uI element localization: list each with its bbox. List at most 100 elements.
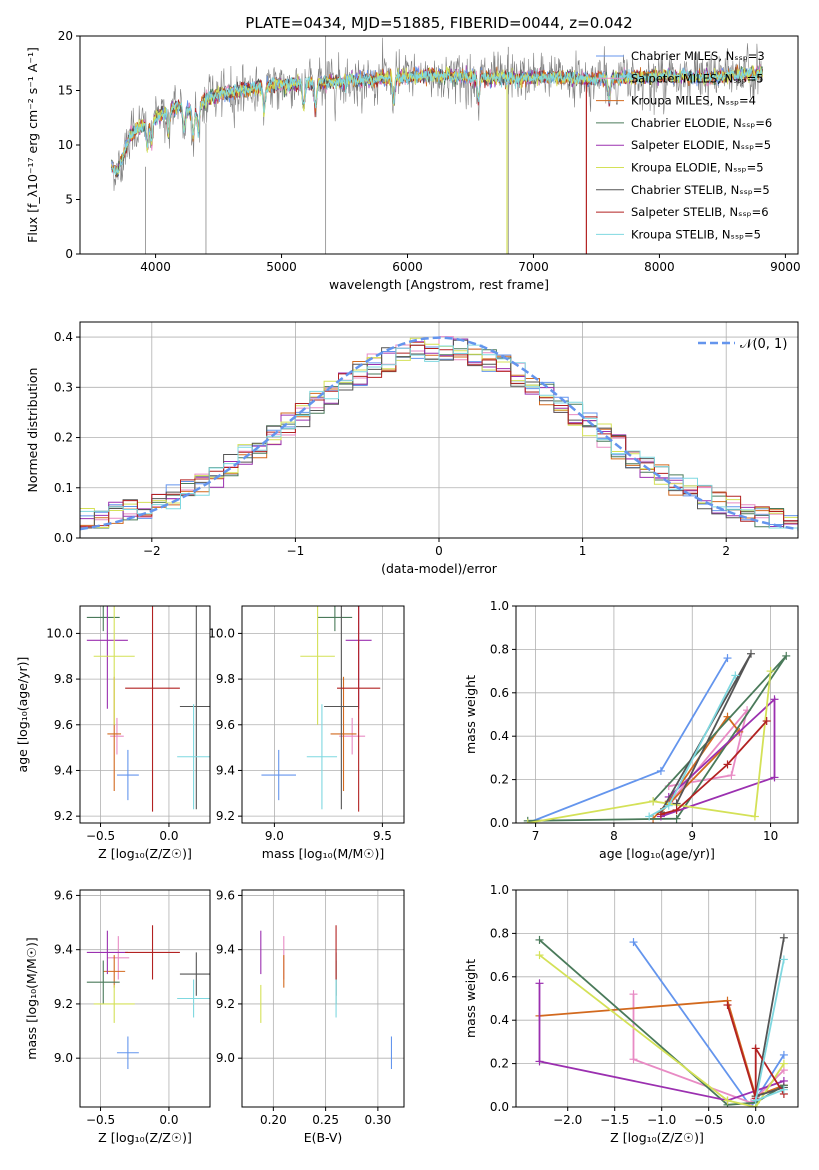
weight-line-4 — [527, 655, 788, 822]
legend-label: 𝒩(0, 1) — [740, 337, 787, 352]
weight-line-6 — [538, 954, 785, 1107]
x-tick-label: 2 — [722, 544, 730, 558]
legend: 𝒩(0, 1) — [698, 337, 787, 352]
y-tick-label: 0.3 — [54, 380, 73, 394]
x-tick-label: 9 — [688, 829, 696, 843]
x-tick-label: −0.5 — [86, 829, 115, 843]
weight-line-6 — [527, 671, 772, 823]
y-tick-label: 9.8 — [216, 672, 235, 686]
chart-title: PLATE=0434, MJD=51885, FIBERID=0044, z=0… — [245, 14, 632, 32]
x-tick-label: −1.0 — [647, 1113, 676, 1127]
x-tick-label: 6000 — [392, 260, 423, 274]
grid — [516, 605, 798, 824]
y-tick-label: 9.4 — [54, 763, 73, 777]
plot-area — [523, 649, 791, 823]
x-tick-label: 7000 — [518, 260, 549, 274]
panel-2: −2 −1 0 1 2 0.0 0.1 0.2 0.3 0.4 (data-model)/error… — [25, 321, 799, 576]
y-tick-label: 9.2 — [216, 809, 235, 823]
x-axis-label: wavelength [Angstrom, rest frame] — [329, 277, 549, 292]
frame: 7 8 9 10 0.0 0.2 0.4 0.6 0.8 1.0 age [log₁₀(age/yr… — [463, 599, 799, 861]
frame: −2 −1 0 1 2 0.0 0.1 0.2 0.3 0.4 (data-model)/error… — [25, 321, 799, 576]
legend-label: Salpeter MILES, Nₛₛₚ=5 — [631, 71, 764, 85]
y-tick-label: 9.6 — [54, 888, 73, 902]
weight-line-9 — [754, 959, 785, 1102]
y-tick-label: 0.6 — [490, 970, 509, 984]
weight-line-3 — [539, 999, 785, 1098]
y-tick-label: 0.1 — [54, 481, 73, 495]
weight-line-8 — [660, 720, 768, 816]
y-tick-label: 9.6 — [216, 718, 235, 732]
panel-4: 9.0 9.5 9.2 9.4 9.6 9.8 10.0 mass [log₁₀(M/M☉)] — [208, 605, 405, 861]
x-tick-label: 0.20 — [260, 1113, 287, 1127]
x-tick-label: 0.30 — [365, 1113, 392, 1127]
panel-5: 7 8 9 10 0.0 0.2 0.4 0.6 0.8 1.0 age [log₁₀(age/yr… — [463, 599, 799, 861]
legend-label: Kroupa STELIB, Nₛₛₚ=5 — [631, 227, 761, 241]
legend-label: Chabrier STELIB, Nₛₛₚ=5 — [631, 183, 770, 197]
y-tick-label: 9.8 — [54, 672, 73, 686]
panel-8: −2.0 −1.5 −1.0 −0.5 0.0 0.0 0.2 0.4 0.6 0.8 1.0 Z [… — [463, 883, 799, 1145]
y-tick-label: 1.0 — [490, 599, 509, 613]
legend-label: Kroupa MILES, Nₛₛₚ=4 — [631, 94, 756, 108]
y-axis-label: mass weight — [463, 959, 478, 1038]
y-tick-label: 5 — [65, 193, 73, 207]
weight-line-1 — [632, 941, 785, 1107]
x-tick-label: −2.0 — [553, 1113, 582, 1127]
axes-frame — [79, 605, 211, 824]
y-tick-label: 15 — [58, 84, 73, 98]
grid — [242, 890, 404, 1107]
y-tick-label: 9.0 — [216, 1051, 235, 1065]
x-axis-label: E(B-V) — [304, 1130, 343, 1145]
x-tick-label: 5000 — [266, 260, 297, 274]
y-tick-label: 9.4 — [54, 943, 73, 957]
legend: Chabrier MILES, Nₛₛₚ=3 Salpeter MILES, Nₛ… — [596, 49, 772, 241]
x-tick-label: −0.5 — [86, 1113, 115, 1127]
y-tick-label: 0.8 — [490, 642, 509, 656]
weight-line-8 — [726, 1004, 785, 1099]
x-axis-label: Z [log₁₀(Z/Z☉)] — [610, 1130, 704, 1145]
x-tick-label: 7 — [532, 829, 540, 843]
model-line-9 — [111, 67, 763, 176]
y-tick-label: 0.4 — [490, 729, 509, 743]
x-tick-label: 0.25 — [312, 1113, 339, 1127]
plot-area — [86, 925, 210, 1070]
x-tick-label: −1 — [287, 544, 305, 558]
panel-1: 4000 5000 6000 7000 8000 9000 0 5 10 15 20 waveleng… — [25, 14, 801, 292]
y-tick-label: 10 — [58, 138, 73, 152]
y-tick-label: 0.2 — [54, 431, 73, 445]
frame: 0.20 0.25 0.30 9.0 9.2 9.4 9.6 E(B-V) — [216, 888, 405, 1145]
x-axis-label: Z [log₁₀(Z/Z☉)] — [98, 1130, 192, 1145]
x-tick-label: −1.5 — [600, 1113, 629, 1127]
y-tick-label: 9.4 — [216, 763, 235, 777]
grid — [80, 606, 210, 823]
x-axis-label: (data-model)/error — [381, 561, 498, 576]
axes-frame — [515, 889, 799, 1108]
x-tick-label: 0 — [435, 544, 443, 558]
y-tick-label: 0.8 — [490, 926, 509, 940]
y-axis-label: Normed distribution — [25, 368, 40, 493]
y-tick-label: 10.0 — [46, 626, 73, 640]
x-tick-label: −0.5 — [694, 1113, 723, 1127]
y-tick-label: 0.0 — [54, 531, 73, 545]
y-tick-label: 0 — [65, 247, 73, 261]
frame: −2.0 −1.5 −1.0 −0.5 0.0 0.0 0.2 0.4 0.6 0.8 1.0 Z [… — [463, 883, 799, 1145]
plot-area — [260, 925, 393, 1070]
legend-label: Chabrier ELODIE, Nₛₛₚ=6 — [631, 116, 772, 130]
plot-area — [261, 606, 381, 812]
frame: 9.0 9.5 9.2 9.4 9.6 9.8 10.0 mass [log₁₀(M/M☉)] — [208, 605, 405, 861]
axes-frame — [79, 889, 211, 1108]
normal-reference-curve — [80, 336, 798, 531]
frame: −0.5 0.0 9.2 9.4 9.6 9.8 10.0 Z [log₁₀(Z/Z☉)] ag… — [15, 605, 211, 861]
y-axis-label: mass weight — [463, 675, 478, 754]
y-tick-label: 0.4 — [54, 330, 73, 344]
x-tick-label: 0.0 — [159, 829, 178, 843]
y-tick-label: 9.2 — [216, 997, 235, 1011]
y-tick-label: 1.0 — [490, 883, 509, 897]
plot-area — [535, 933, 788, 1107]
x-tick-label: 0.0 — [159, 1113, 178, 1127]
y-axis-label: Flux [f_λ10⁻¹⁷ erg cm⁻² s⁻¹ A⁻¹] — [25, 47, 40, 243]
x-tick-label: 8 — [610, 829, 618, 843]
x-axis-label: Z [log₁₀(Z/Z☉)] — [98, 846, 192, 861]
weight-line-5 — [660, 697, 776, 818]
y-tick-label: 0.2 — [490, 1057, 509, 1071]
